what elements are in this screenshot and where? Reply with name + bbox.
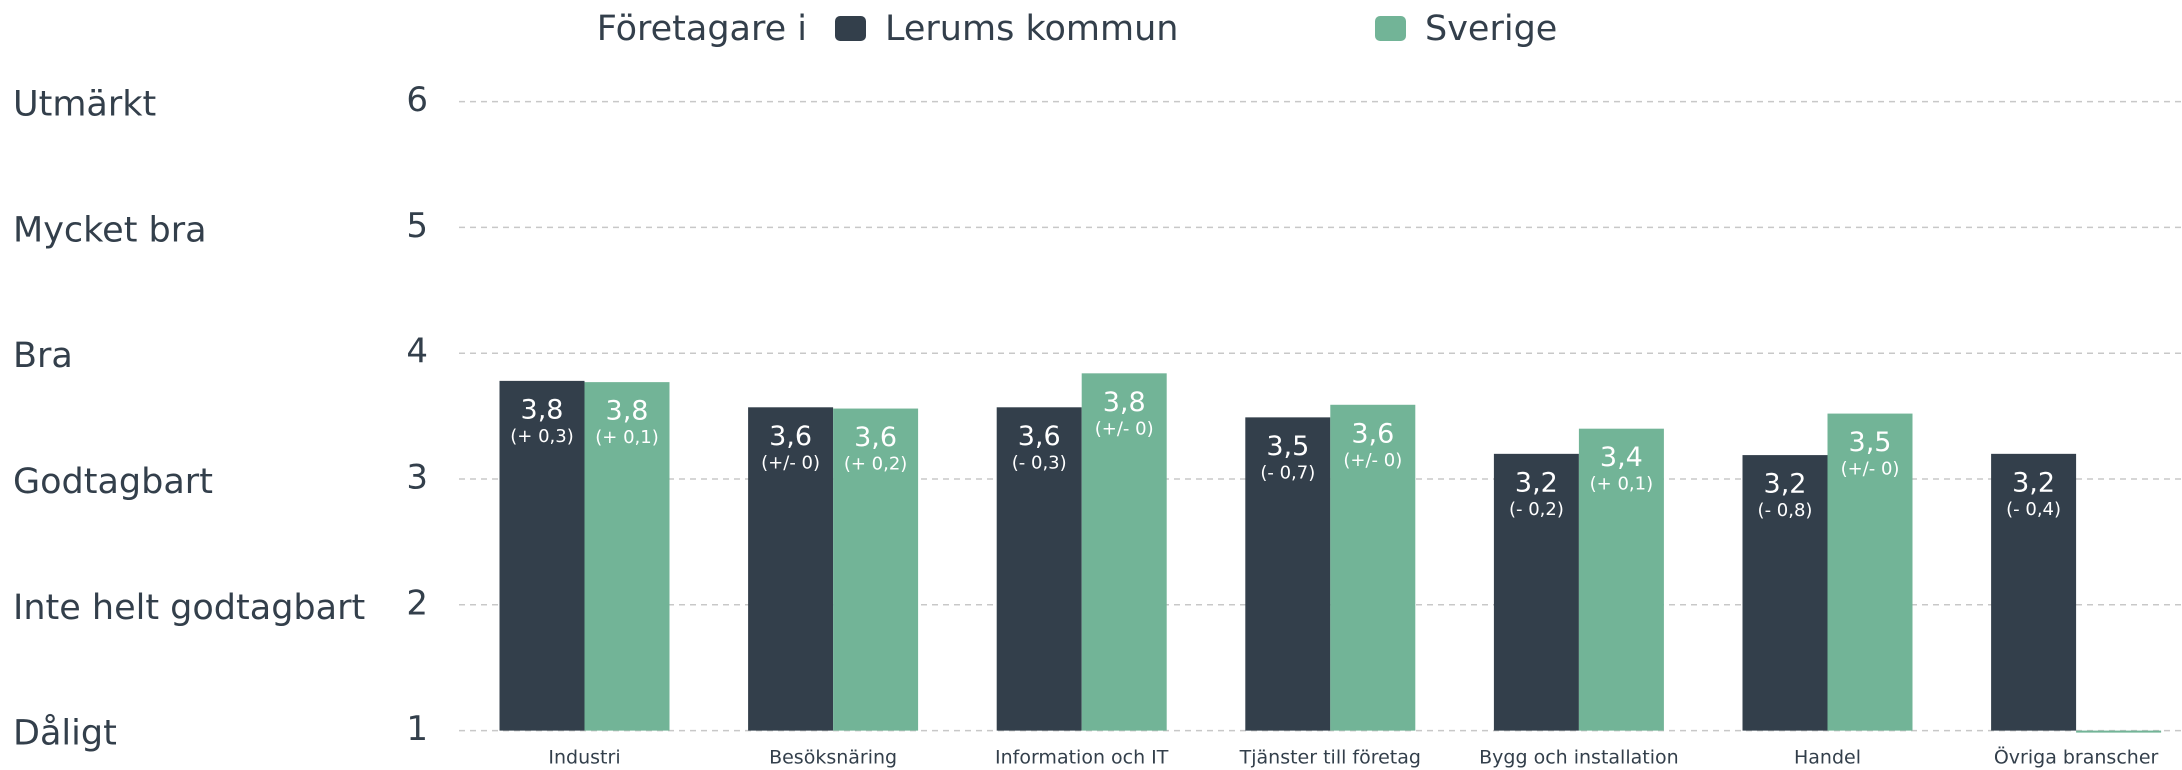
y-tick-label: 4 bbox=[406, 332, 428, 372]
value-label: 3,8 bbox=[1103, 387, 1146, 418]
y-tick-label: 6 bbox=[406, 80, 428, 120]
bar bbox=[1991, 453, 2077, 731]
change-label: (- 0,7) bbox=[1260, 462, 1315, 483]
change-label: (+ 0,3) bbox=[510, 426, 573, 447]
y-category-label: Godtagbart bbox=[13, 462, 213, 502]
change-label: (- 0,4) bbox=[2006, 499, 2061, 520]
change-label: (+ 0,1) bbox=[1590, 474, 1653, 495]
x-tick-label: Besöksnäring bbox=[769, 747, 897, 769]
bar bbox=[1578, 428, 1664, 731]
value-label: 3,6 bbox=[769, 421, 812, 452]
x-tick-label: Bygg och installation bbox=[1479, 747, 1679, 769]
change-label: (+/- 0) bbox=[1343, 450, 1402, 471]
change-label: (+/- 0) bbox=[1095, 418, 1154, 439]
value-label: 3,8 bbox=[606, 396, 649, 427]
value-label: 3,6 bbox=[854, 422, 897, 453]
bar bbox=[996, 407, 1082, 731]
bar bbox=[1245, 417, 1331, 731]
value-label: 3,5 bbox=[1266, 431, 1309, 462]
legend-swatch bbox=[835, 16, 866, 41]
x-tick-label: Information och IT bbox=[995, 747, 1169, 769]
change-label: (+ 0,1) bbox=[595, 427, 658, 448]
y-category-label: Bra bbox=[13, 336, 73, 376]
change-label: (+/- 0) bbox=[1841, 459, 1900, 480]
bar bbox=[584, 382, 670, 731]
bar bbox=[2076, 730, 2162, 733]
bar bbox=[748, 407, 834, 731]
change-label: (- 0,2) bbox=[1509, 499, 1564, 520]
bar bbox=[1493, 453, 1579, 731]
bar bbox=[833, 408, 919, 731]
y-category-label: Utmärkt bbox=[13, 85, 156, 125]
value-label: 3,2 bbox=[1764, 469, 1807, 500]
legend-swatch bbox=[1375, 16, 1406, 41]
x-tick-label: Industri bbox=[548, 747, 620, 769]
bar bbox=[1742, 455, 1828, 731]
bar bbox=[1827, 413, 1913, 731]
y-category-label: Inte helt godtagbart bbox=[13, 588, 365, 628]
value-label: 3,6 bbox=[1018, 421, 1061, 452]
bar bbox=[499, 380, 585, 731]
y-tick-label: 3 bbox=[406, 458, 428, 498]
change-label: (- 0,3) bbox=[1012, 452, 1067, 473]
y-tick-label: 2 bbox=[406, 583, 428, 623]
change-label: (- 0,8) bbox=[1758, 500, 1813, 521]
value-label: 3,4 bbox=[1600, 442, 1643, 473]
legend-label: Sverige bbox=[1425, 9, 1557, 49]
y-category-label: Dåligt bbox=[13, 713, 117, 754]
legend-title: Företagare i bbox=[597, 9, 807, 49]
value-label: 3,2 bbox=[1515, 467, 1558, 498]
value-label: 3,5 bbox=[1849, 427, 1892, 458]
bar bbox=[1081, 373, 1167, 731]
x-tick-label: Tjänster till företag bbox=[1239, 747, 1421, 769]
y-category-label: Mycket bra bbox=[13, 210, 207, 250]
change-label: (+/- 0) bbox=[761, 452, 820, 473]
x-tick-label: Handel bbox=[1794, 747, 1861, 769]
legend-label: Lerums kommun bbox=[885, 9, 1178, 49]
bar bbox=[1330, 404, 1416, 731]
x-tick-label: Övriga branscher bbox=[1994, 746, 2159, 769]
value-label: 3,2 bbox=[2012, 467, 2055, 498]
value-label: 3,8 bbox=[521, 394, 564, 425]
change-label: (+ 0,2) bbox=[844, 454, 907, 475]
y-tick-label: 5 bbox=[406, 206, 428, 246]
value-label: 3,6 bbox=[1351, 418, 1394, 449]
y-tick-label: 1 bbox=[406, 709, 428, 749]
